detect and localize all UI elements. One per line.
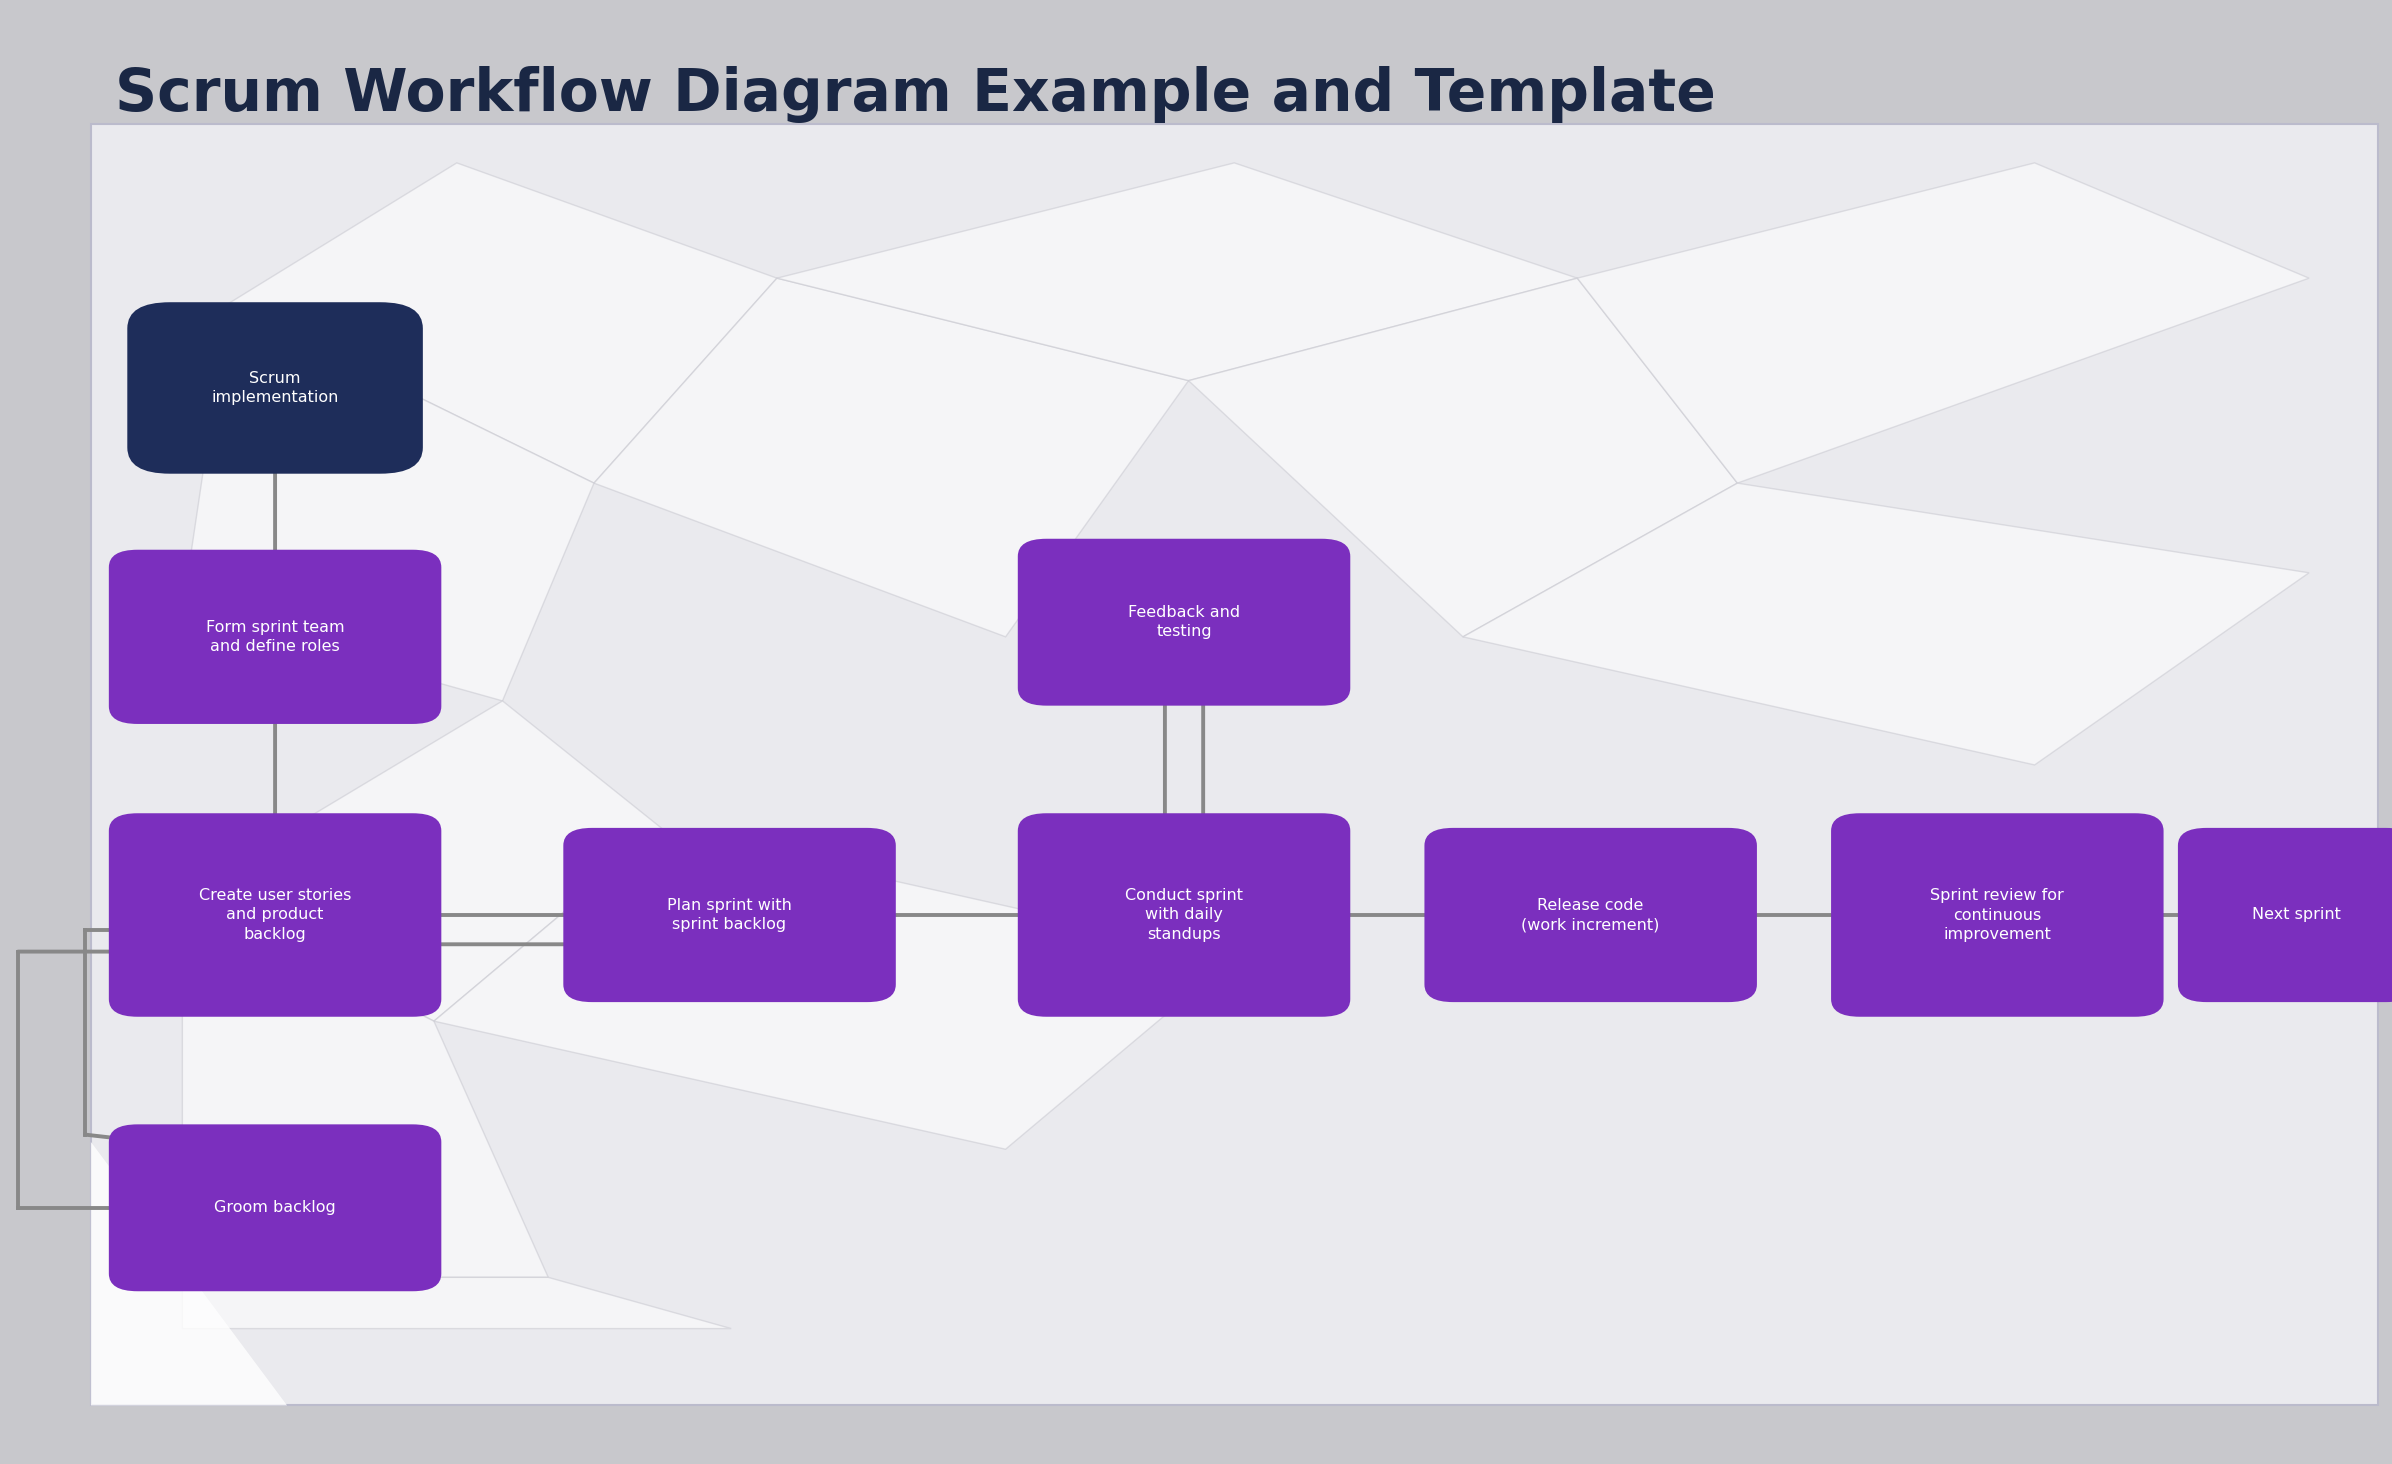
Text: Form sprint team
and define roles: Form sprint team and define roles [206, 619, 344, 654]
Text: Sprint review for
continuous
improvement: Sprint review for continuous improvement [1930, 889, 2064, 941]
Polygon shape [182, 701, 663, 1022]
FancyBboxPatch shape [1019, 539, 1349, 706]
Text: Release code
(work increment): Release code (work increment) [1521, 897, 1660, 933]
Text: Groom backlog: Groom backlog [215, 1200, 335, 1215]
Polygon shape [91, 1142, 287, 1405]
Text: Next sprint: Next sprint [2251, 908, 2342, 922]
FancyBboxPatch shape [1426, 829, 1756, 1001]
FancyBboxPatch shape [110, 814, 440, 1016]
Text: Scrum
implementation: Scrum implementation [210, 370, 340, 406]
FancyBboxPatch shape [562, 829, 895, 1001]
FancyBboxPatch shape [127, 302, 423, 474]
FancyBboxPatch shape [91, 124, 2378, 1405]
FancyBboxPatch shape [110, 1124, 440, 1291]
Polygon shape [777, 163, 1576, 381]
Polygon shape [182, 893, 548, 1277]
Text: Conduct sprint
with daily
standups: Conduct sprint with daily standups [1124, 889, 1244, 941]
Polygon shape [593, 278, 1189, 637]
Text: Plan sprint with
sprint backlog: Plan sprint with sprint backlog [667, 897, 792, 933]
FancyBboxPatch shape [2179, 829, 2392, 1001]
Text: Scrum Workflow Diagram Example and Template: Scrum Workflow Diagram Example and Templ… [115, 66, 1715, 123]
Polygon shape [1576, 163, 2308, 483]
Text: Create user stories
and product
backlog: Create user stories and product backlog [199, 889, 352, 941]
FancyBboxPatch shape [1830, 814, 2162, 1016]
Polygon shape [182, 305, 593, 701]
Polygon shape [1464, 483, 2308, 764]
Polygon shape [182, 1277, 732, 1329]
Polygon shape [227, 163, 777, 483]
Polygon shape [433, 829, 1234, 1149]
Polygon shape [1189, 278, 1737, 637]
FancyBboxPatch shape [1019, 814, 1349, 1016]
Text: Feedback and
testing: Feedback and testing [1129, 605, 1239, 640]
FancyBboxPatch shape [110, 550, 440, 725]
